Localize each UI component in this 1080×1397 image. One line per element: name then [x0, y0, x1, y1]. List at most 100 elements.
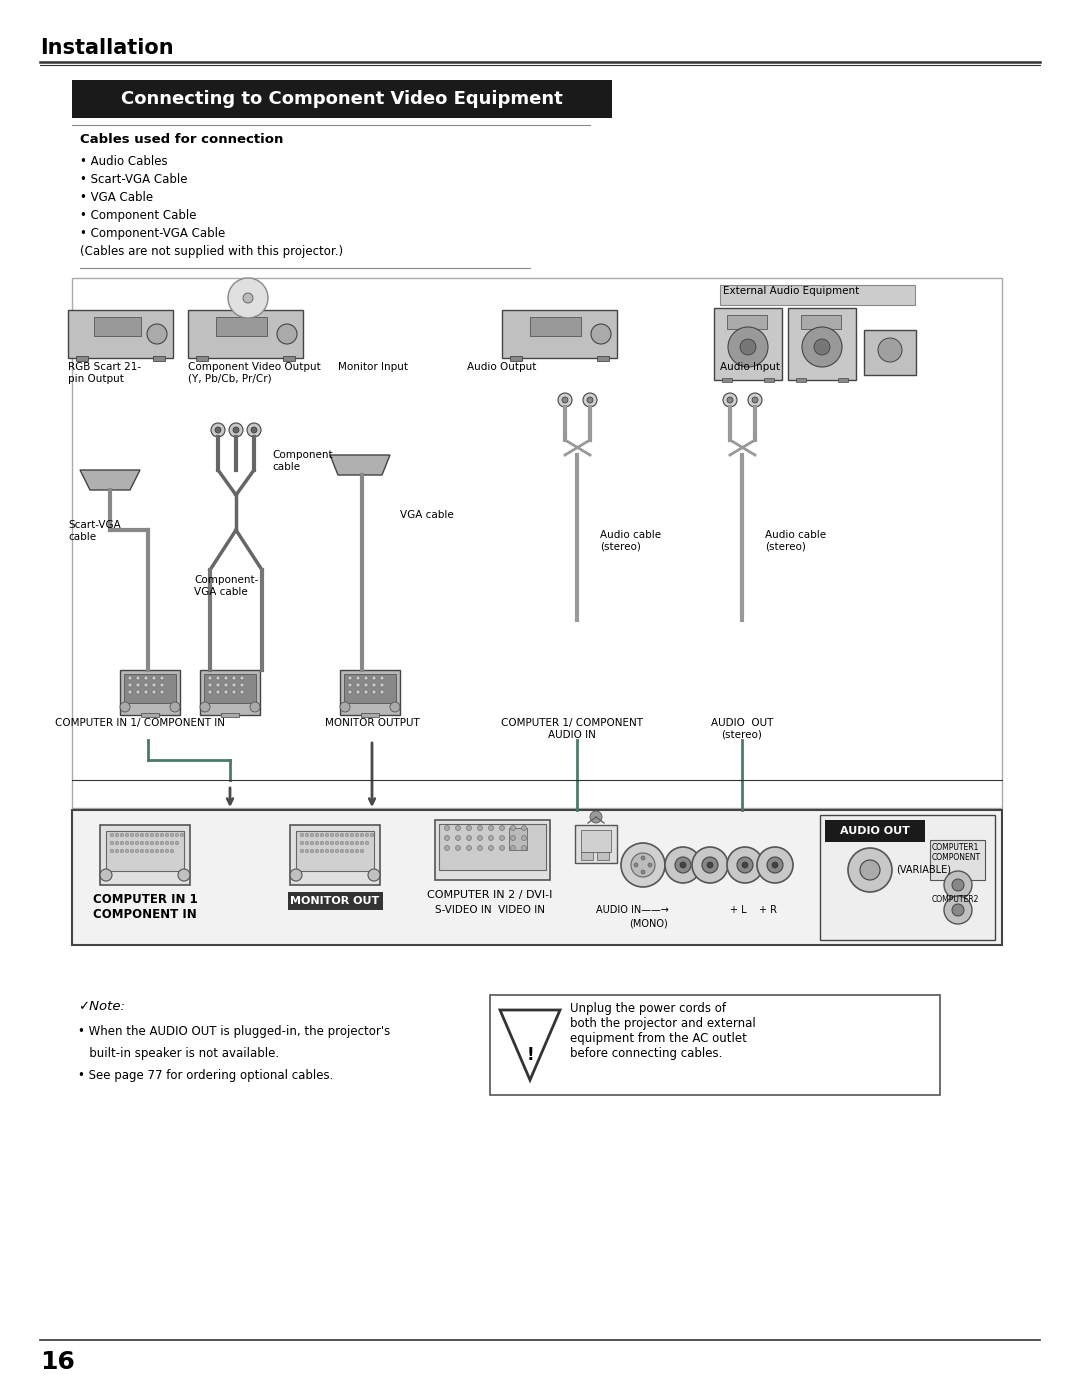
- Text: Connecting to Component Video Equipment: Connecting to Component Video Equipment: [121, 89, 563, 108]
- Circle shape: [757, 847, 793, 883]
- Circle shape: [346, 841, 349, 845]
- Circle shape: [200, 703, 210, 712]
- Bar: [291, 826, 380, 886]
- Text: MONITOR OUT: MONITOR OUT: [291, 895, 380, 907]
- Circle shape: [330, 841, 334, 845]
- Circle shape: [488, 826, 494, 830]
- Bar: [502, 310, 617, 358]
- Circle shape: [156, 849, 159, 852]
- Circle shape: [355, 849, 359, 852]
- Circle shape: [361, 833, 364, 837]
- Circle shape: [365, 841, 368, 845]
- Text: AUDIO OUT: AUDIO OUT: [840, 826, 910, 835]
- Circle shape: [129, 683, 132, 687]
- Circle shape: [583, 393, 597, 407]
- Bar: [72, 80, 612, 117]
- Circle shape: [211, 423, 225, 437]
- Circle shape: [944, 870, 972, 900]
- Circle shape: [445, 826, 449, 830]
- Circle shape: [224, 683, 228, 687]
- Circle shape: [348, 690, 352, 694]
- Circle shape: [355, 833, 359, 837]
- Circle shape: [488, 835, 494, 841]
- Circle shape: [665, 847, 701, 883]
- Circle shape: [300, 849, 303, 852]
- Text: AUDIO  OUT
(stereo): AUDIO OUT (stereo): [711, 718, 773, 739]
- Circle shape: [306, 833, 309, 837]
- Circle shape: [165, 841, 168, 845]
- Circle shape: [380, 690, 384, 694]
- Circle shape: [702, 856, 718, 873]
- Circle shape: [156, 841, 159, 845]
- Text: VGA cable: VGA cable: [400, 510, 454, 520]
- Circle shape: [368, 869, 380, 882]
- Circle shape: [315, 849, 319, 852]
- Circle shape: [456, 835, 460, 841]
- Circle shape: [140, 833, 144, 837]
- Text: Installation: Installation: [40, 38, 174, 59]
- Circle shape: [325, 841, 328, 845]
- Bar: [438, 824, 546, 870]
- Circle shape: [175, 841, 179, 845]
- Circle shape: [802, 327, 842, 367]
- Circle shape: [145, 849, 149, 852]
- Bar: [723, 379, 732, 381]
- Circle shape: [742, 862, 748, 868]
- Bar: [94, 317, 141, 337]
- Circle shape: [100, 869, 112, 882]
- Bar: [124, 673, 176, 703]
- Bar: [825, 820, 924, 842]
- Text: • Component Cable: • Component Cable: [80, 210, 197, 222]
- Text: • Scart-VGA Cable: • Scart-VGA Cable: [80, 173, 188, 186]
- Circle shape: [445, 845, 449, 851]
- Text: RGB Scart 21-
pin Output: RGB Scart 21- pin Output: [68, 362, 141, 384]
- Text: + L: + L: [730, 905, 746, 915]
- Circle shape: [120, 841, 124, 845]
- Circle shape: [752, 397, 758, 402]
- Text: Unplug the power cords of
both the projector and external
equipment from the AC : Unplug the power cords of both the proje…: [570, 1002, 756, 1060]
- Circle shape: [356, 683, 360, 687]
- Circle shape: [147, 324, 167, 344]
- Circle shape: [325, 833, 328, 837]
- Circle shape: [224, 676, 228, 680]
- Circle shape: [372, 676, 376, 680]
- Circle shape: [522, 835, 527, 841]
- Circle shape: [860, 861, 880, 880]
- Circle shape: [315, 833, 319, 837]
- Bar: [581, 852, 593, 861]
- Polygon shape: [330, 455, 390, 475]
- Circle shape: [467, 826, 472, 830]
- Bar: [838, 379, 848, 381]
- Circle shape: [243, 293, 253, 303]
- Circle shape: [125, 849, 129, 852]
- Circle shape: [511, 845, 515, 851]
- Text: S-VIDEO IN  VIDEO IN: S-VIDEO IN VIDEO IN: [435, 905, 545, 915]
- Circle shape: [145, 833, 149, 837]
- Circle shape: [160, 683, 164, 687]
- Circle shape: [951, 879, 964, 891]
- Circle shape: [120, 833, 124, 837]
- Circle shape: [361, 849, 364, 852]
- Circle shape: [216, 683, 220, 687]
- Text: Scart-VGA
cable: Scart-VGA cable: [68, 520, 121, 542]
- Bar: [510, 356, 522, 360]
- Circle shape: [135, 833, 139, 837]
- Circle shape: [150, 849, 153, 852]
- Bar: [120, 671, 180, 715]
- Bar: [597, 356, 609, 360]
- Text: Component
cable: Component cable: [272, 450, 333, 472]
- Circle shape: [380, 676, 384, 680]
- Circle shape: [456, 826, 460, 830]
- Text: External Audio Equipment: External Audio Equipment: [723, 286, 860, 296]
- Circle shape: [116, 849, 119, 852]
- Bar: [361, 712, 379, 717]
- Circle shape: [727, 847, 762, 883]
- Circle shape: [350, 833, 354, 837]
- Text: Audio cable
(stereo): Audio cable (stereo): [765, 529, 826, 552]
- Circle shape: [320, 841, 324, 845]
- Circle shape: [364, 683, 368, 687]
- Circle shape: [116, 841, 119, 845]
- Circle shape: [110, 841, 113, 845]
- Circle shape: [372, 690, 376, 694]
- Circle shape: [144, 676, 148, 680]
